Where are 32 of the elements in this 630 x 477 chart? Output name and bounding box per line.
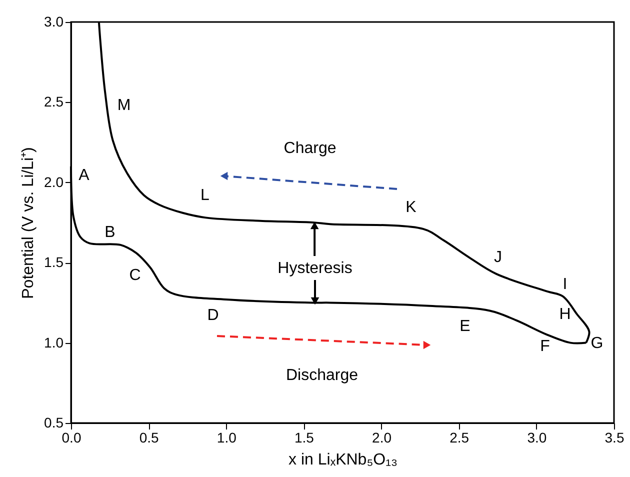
- annotation: B: [104, 224, 116, 241]
- annotation: Hysteresis: [278, 260, 352, 277]
- y-tick-label: 3.0: [44, 14, 64, 30]
- annotation: H: [559, 306, 571, 323]
- annotation: J: [494, 249, 502, 266]
- y-tick-label: 1.5: [44, 254, 64, 270]
- x-tick-label: 1.5: [294, 430, 314, 446]
- annotation: K: [406, 199, 417, 216]
- x-tick-label: 3.0: [527, 430, 547, 446]
- x-tick-label: 2.0: [372, 430, 392, 446]
- annotation: A: [78, 167, 90, 184]
- x-tick-label: 3.5: [604, 430, 624, 446]
- annotation: F: [540, 338, 550, 355]
- annotation: L: [200, 187, 210, 204]
- y-tick-label: 0.5: [44, 414, 64, 430]
- x-tick-label: 2.5: [450, 430, 470, 446]
- y-tick-label: 1.0: [44, 334, 64, 350]
- x-tick-label: 0.0: [62, 430, 82, 446]
- annotation: Discharge: [286, 367, 358, 384]
- annotation: M: [117, 97, 131, 114]
- annotation: D: [207, 307, 219, 324]
- annotation: G: [590, 335, 604, 352]
- x-tick-label: 1.0: [216, 430, 237, 446]
- annotation: C: [129, 267, 141, 284]
- annotation: E: [460, 318, 470, 335]
- annotation: I: [562, 276, 568, 293]
- y-tick-label: 2.5: [44, 94, 64, 110]
- x-tick-label: 0.5: [139, 430, 160, 446]
- y-axis-title: Potential (V vs. Li/Li⁺): [20, 147, 38, 299]
- x-axis-title: x in LiₓKNb₅O₁₃: [288, 452, 398, 468]
- y-tick-label: 2.0: [44, 174, 64, 190]
- annotation: Charge: [284, 140, 336, 157]
